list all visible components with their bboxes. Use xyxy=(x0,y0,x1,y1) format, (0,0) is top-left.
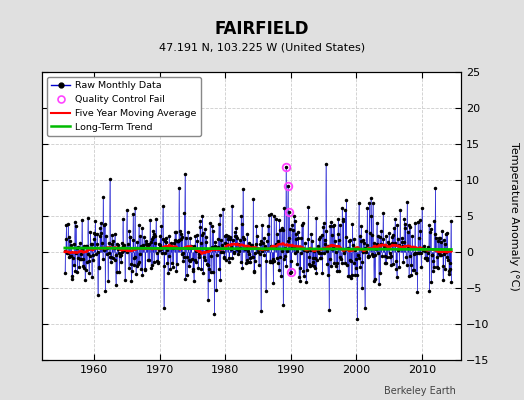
Text: 47.191 N, 103.225 W (United States): 47.191 N, 103.225 W (United States) xyxy=(159,42,365,52)
Legend: Raw Monthly Data, Quality Control Fail, Five Year Moving Average, Long-Term Tren: Raw Monthly Data, Quality Control Fail, … xyxy=(47,77,201,136)
Y-axis label: Temperature Anomaly (°C): Temperature Anomaly (°C) xyxy=(509,142,519,290)
Text: Berkeley Earth: Berkeley Earth xyxy=(384,386,456,396)
Text: FAIRFIELD: FAIRFIELD xyxy=(215,20,309,38)
